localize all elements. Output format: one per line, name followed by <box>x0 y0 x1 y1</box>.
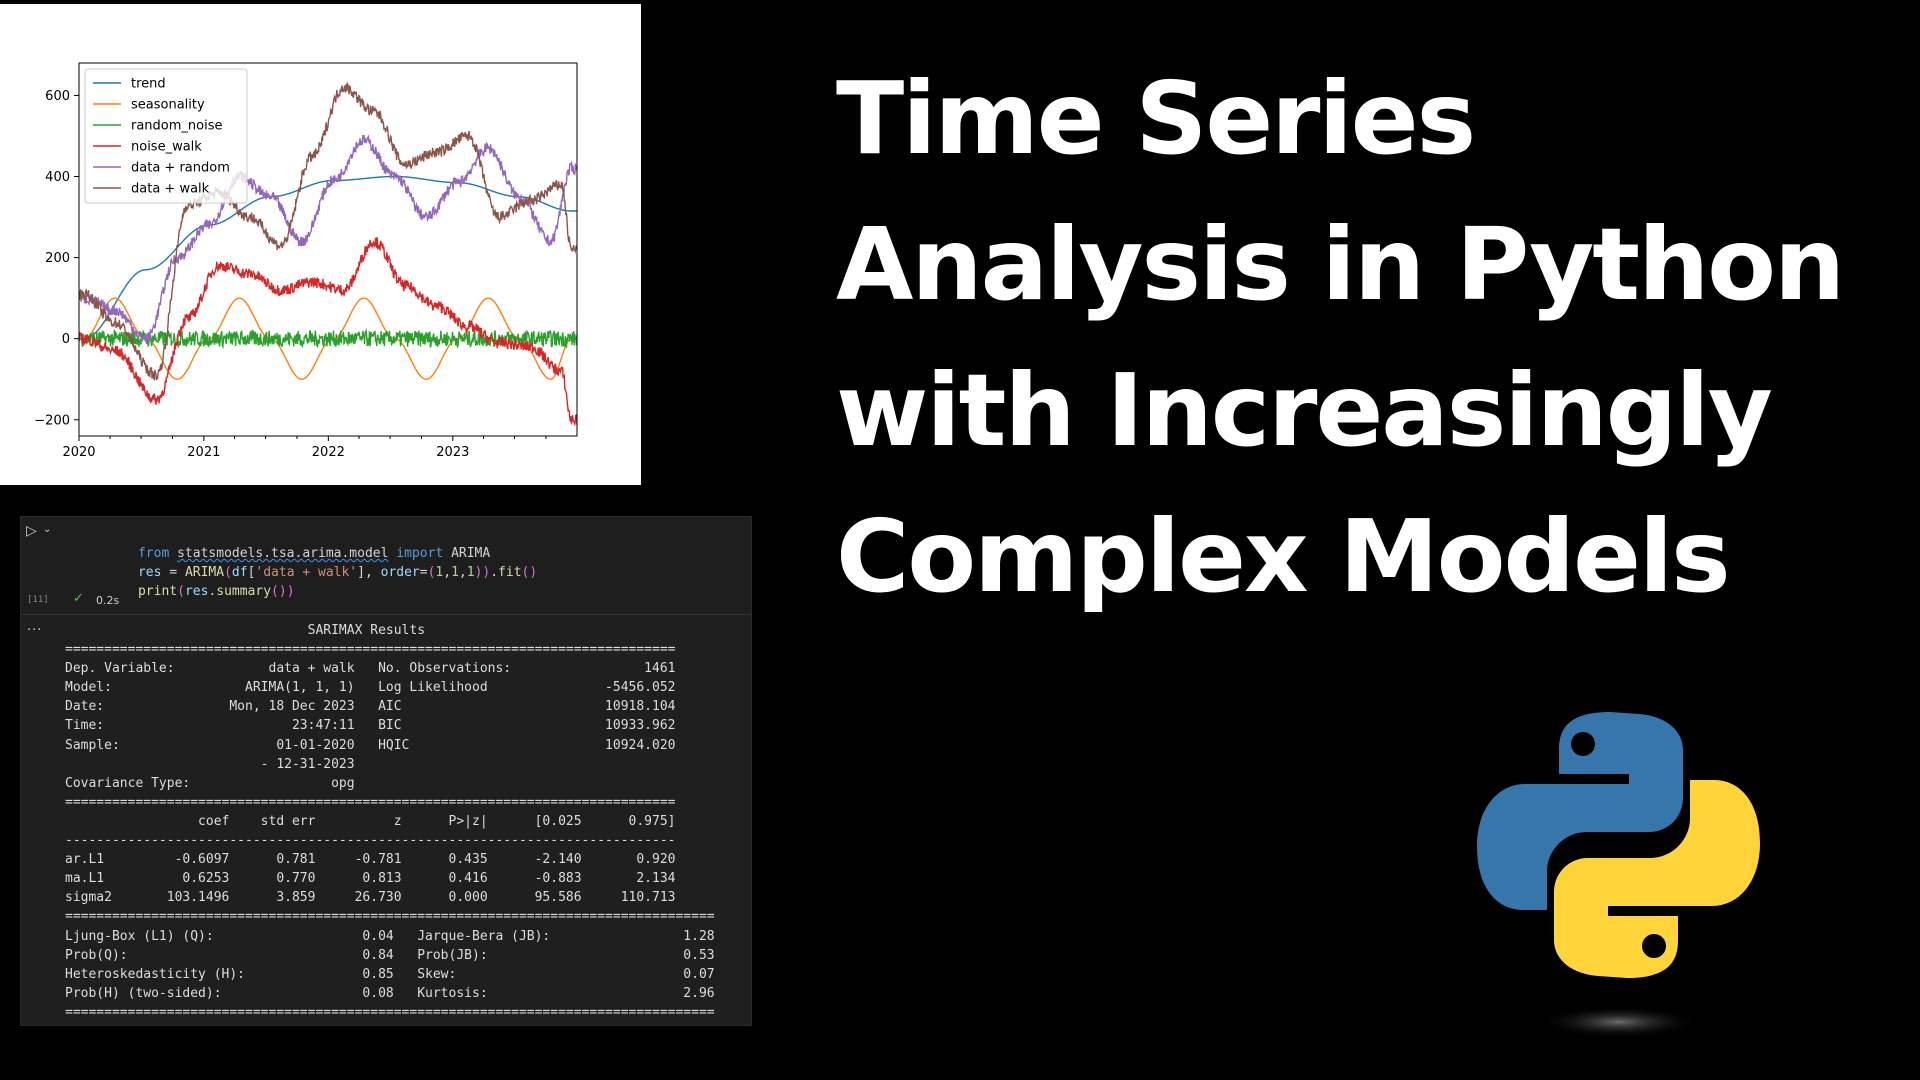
code-token: )) <box>474 565 491 580</box>
python-logo-shadow <box>1539 1006 1699 1038</box>
code-line: print(res.summary()) <box>137 584 295 599</box>
x-tick-label: 2020 <box>62 445 95 460</box>
code-token: res <box>137 565 162 580</box>
y-tick-label: 0 <box>62 332 70 347</box>
code-token: df <box>231 565 248 580</box>
series-line-data-walk <box>78 81 578 381</box>
code-token: from <box>137 546 170 561</box>
code-token: print <box>137 584 178 599</box>
code-token: statsmodels.tsa.arima.model <box>177 546 389 561</box>
python-logo-eye <box>1642 934 1666 958</box>
python-logo-eye <box>1571 732 1595 756</box>
legend-label: trend <box>131 77 166 92</box>
series-line-data-random <box>78 134 578 345</box>
legend-label: data + random <box>131 161 230 176</box>
notebook-panel: ▷ ⌄ from statsmodels.tsa.arima.model imp… <box>20 516 752 1026</box>
legend-label: seasonality <box>131 98 205 113</box>
chart-panel: 600 400 200 0 −200 2020 2021 2022 2023 trend seaso… <box>0 4 641 485</box>
python-logo-blue-snake <box>1477 712 1683 910</box>
code-token: fit <box>498 565 522 580</box>
code-token: order <box>380 565 420 580</box>
y-tick-label: −200 <box>34 413 70 428</box>
check-icon: ✓ <box>73 591 84 606</box>
x-tick-label: 2023 <box>436 445 469 460</box>
title-line: with Increasingly <box>836 352 1773 469</box>
code-line: from statsmodels.tsa.arima.model import … <box>91 531 490 576</box>
code-token: 'data + walk' <box>255 565 358 580</box>
code-line: res = ARIMA(df['data + walk'], order=(1,… <box>137 565 538 580</box>
code-token: import <box>396 546 444 561</box>
code-cell[interactable]: ▷ ⌄ from statsmodels.tsa.arima.model imp… <box>21 517 751 615</box>
code-token: ( <box>427 565 436 580</box>
sarimax-summary: SARIMAX Results ========================… <box>65 623 715 1020</box>
y-tick-label: 200 <box>45 251 70 266</box>
code-token: 1 <box>451 565 459 580</box>
chevron-down-icon[interactable]: ⌄ <box>43 524 52 535</box>
code-token: ( <box>224 565 232 580</box>
legend-label: random_noise <box>131 119 223 134</box>
cell-output: ... SARIMAX Results ====================… <box>21 615 751 1025</box>
code-token: 1 <box>435 565 444 580</box>
python-logo-yellow-snake <box>1554 780 1760 978</box>
output-menu-icon[interactable]: ... <box>27 619 43 634</box>
legend-label: data + walk <box>131 182 210 197</box>
legend-label: noise_walk <box>131 140 202 155</box>
title-line: Complex Models <box>836 498 1731 615</box>
code-token: ARIMA <box>451 546 491 561</box>
code-token: ( <box>177 584 185 599</box>
y-tick-label: 400 <box>45 170 70 185</box>
series-line-random-noise <box>78 328 578 350</box>
execution-count: [11] <box>27 595 49 605</box>
x-tick-label: 2021 <box>187 445 220 460</box>
x-tick-label: 2022 <box>312 445 345 460</box>
series-line-noise-walk <box>78 237 578 427</box>
code-token: ARIMA <box>184 565 225 580</box>
legend-box <box>84 68 248 204</box>
title-line: Time Series <box>836 60 1476 177</box>
y-tick-label: 600 <box>45 89 70 104</box>
play-icon[interactable]: ▷ <box>26 523 37 539</box>
series-line-trend <box>79 175 577 340</box>
python-logo <box>1477 712 1760 1038</box>
code-token: summary <box>216 584 272 599</box>
line-chart: 600 400 200 0 −200 2020 2021 2022 2023 trend seaso… <box>34 62 578 460</box>
execution-time: 0.2s <box>96 594 120 607</box>
code-token: res <box>184 584 209 599</box>
code-token: ()) <box>271 584 295 599</box>
code-token: 1 <box>466 565 475 580</box>
code-token: () <box>521 565 538 580</box>
title-line: Analysis in Python <box>836 206 1845 323</box>
